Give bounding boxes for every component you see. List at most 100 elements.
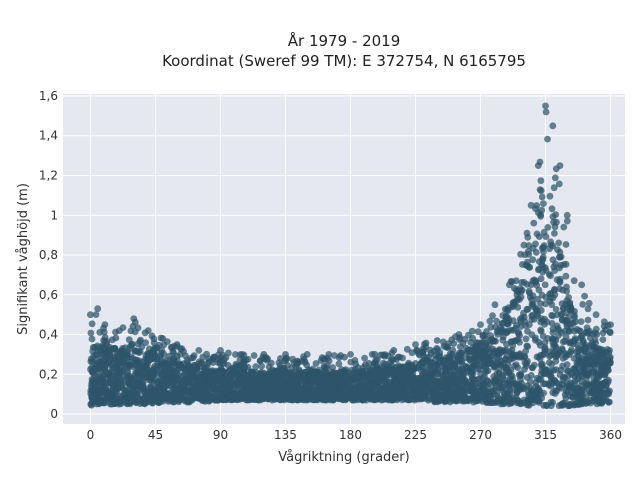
data-point [542, 300, 549, 308]
data-point [555, 380, 563, 388]
data-point [372, 385, 379, 392]
data-point [272, 395, 280, 403]
data-point [562, 241, 570, 248]
data-point [540, 350, 548, 358]
data-point [555, 180, 563, 188]
data-point [548, 205, 556, 213]
data-point [347, 351, 354, 358]
data-point [229, 389, 237, 397]
data-point [539, 317, 547, 325]
data-point [420, 346, 428, 354]
data-point [236, 394, 243, 401]
data-point [337, 388, 345, 395]
data-point [219, 396, 227, 403]
data-point [222, 354, 230, 361]
data-point [463, 395, 471, 403]
data-point [533, 230, 541, 238]
data-point [486, 317, 494, 325]
data-point [135, 376, 142, 384]
data-point [534, 162, 542, 170]
data-point [496, 346, 503, 353]
data-point [101, 334, 109, 341]
y-tick-label: 0,4 [39, 328, 58, 342]
data-point [87, 311, 94, 319]
data-point [493, 354, 501, 362]
y-tick-label: 0,6 [39, 288, 58, 302]
data-point [540, 228, 548, 236]
data-point [272, 374, 280, 382]
data-point [282, 351, 289, 358]
data-point [408, 349, 416, 357]
data-point [244, 355, 252, 363]
data-point [244, 363, 252, 371]
data-point [107, 376, 114, 384]
data-point [347, 358, 355, 366]
data-point [149, 368, 157, 376]
data-point [551, 286, 558, 294]
data-point [296, 367, 303, 375]
data-point [289, 388, 297, 396]
data-point [479, 375, 487, 382]
data-point [553, 276, 561, 284]
data-point [595, 361, 603, 369]
data-point [184, 398, 191, 406]
data-point [99, 399, 107, 407]
data-point [254, 395, 262, 403]
data-point [592, 325, 600, 333]
data-point [377, 372, 385, 380]
data-point [456, 343, 464, 350]
data-point [142, 339, 150, 347]
data-point [423, 385, 430, 392]
data-point [511, 362, 518, 370]
data-point [480, 360, 488, 367]
data-point [94, 305, 102, 313]
data-point [537, 177, 545, 185]
data-point [455, 331, 463, 338]
data-point [239, 368, 247, 376]
data-point [573, 392, 581, 400]
data-points [87, 102, 614, 410]
data-point [265, 363, 273, 371]
data-point [116, 366, 123, 373]
data-point [555, 239, 563, 247]
data-point [170, 357, 178, 365]
data-point [514, 396, 522, 404]
data-point [380, 359, 387, 367]
data-point [462, 354, 470, 361]
data-point [111, 344, 119, 352]
data-point [196, 363, 204, 371]
data-point [312, 360, 320, 367]
x-tick-label: 225 [404, 428, 427, 442]
data-point [527, 378, 534, 386]
data-point [532, 240, 539, 248]
data-point [542, 108, 550, 116]
data-point [354, 364, 362, 371]
data-point [333, 394, 341, 402]
data-point [592, 311, 600, 319]
data-point [529, 256, 537, 264]
data-point [344, 387, 352, 395]
data-point [529, 364, 536, 371]
data-point [459, 373, 467, 381]
data-point [552, 352, 559, 360]
data-point [176, 378, 183, 385]
chart-title-line2: Koordinat (Sweref 99 TM): E 372754, N 61… [162, 52, 526, 70]
data-point [175, 364, 183, 372]
data-point [247, 385, 255, 392]
data-point [527, 396, 535, 404]
data-point [539, 253, 547, 261]
data-point [562, 272, 570, 280]
data-point [541, 281, 549, 289]
data-point [564, 303, 571, 310]
data-point [436, 393, 443, 401]
data-point [527, 201, 535, 209]
data-point [517, 383, 525, 391]
data-point [471, 381, 479, 388]
data-point [570, 277, 578, 285]
data-point [540, 242, 548, 249]
data-point [589, 380, 597, 388]
data-point [599, 329, 607, 337]
x-tick-label: 270 [469, 428, 492, 442]
data-point [258, 368, 265, 376]
